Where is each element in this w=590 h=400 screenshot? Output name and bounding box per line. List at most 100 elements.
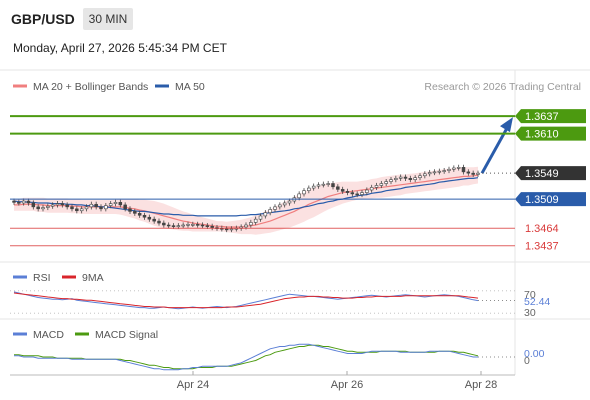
macd-tick-0: 0 [524, 355, 530, 367]
candle-body [60, 203, 65, 206]
candle-body [442, 170, 446, 172]
candle-body [456, 167, 461, 169]
projection-arrow-head [500, 117, 513, 133]
candle [17, 199, 21, 206]
candle [437, 168, 442, 175]
candle-body [379, 183, 384, 186]
candle-body [191, 224, 195, 226]
candle-body [297, 193, 301, 199]
candle-body [403, 176, 408, 179]
candle [186, 221, 190, 228]
candle [273, 204, 277, 213]
timeframe-button[interactable]: 30 MIN [83, 8, 133, 30]
candle [41, 204, 45, 212]
candle [340, 186, 345, 194]
candle [191, 221, 195, 227]
candle [394, 175, 398, 183]
candle-body [142, 214, 147, 218]
candle-body [79, 208, 84, 212]
legend-macd-signal-label: MACD Signal [95, 329, 158, 341]
resistance-2-tag [515, 109, 586, 124]
candle [452, 165, 456, 172]
candle-body [152, 218, 156, 222]
candle-body [253, 218, 258, 223]
candle-body [157, 220, 161, 224]
candle [427, 169, 432, 177]
candle-body [321, 183, 326, 186]
candle [113, 199, 118, 207]
candle-body [200, 224, 205, 227]
symbol-title: GBP/USD [11, 11, 75, 27]
candle-body [326, 183, 330, 185]
candle-body [99, 206, 103, 210]
candle-body [336, 186, 340, 190]
candle-body [331, 183, 335, 188]
candle-body [340, 189, 345, 192]
candle [278, 202, 282, 210]
legend-rsi-label: RSI [33, 272, 51, 284]
candle-body [113, 202, 118, 204]
candle-body [205, 225, 210, 227]
candle-body [447, 168, 451, 171]
candle-body [398, 176, 403, 179]
candle [210, 223, 214, 231]
candle-body [94, 203, 98, 208]
candle [128, 206, 132, 214]
candle [181, 222, 185, 229]
candle-body [166, 224, 171, 227]
rsi-tick-30: 30 [524, 307, 536, 319]
candle [466, 169, 471, 176]
candle-body [418, 175, 422, 179]
support-2-label: 1.3437 [525, 241, 559, 253]
candle [133, 208, 137, 216]
candle-body [224, 228, 229, 231]
legend-macd-label: MACD [33, 329, 64, 341]
candle [104, 202, 108, 212]
candle-body [31, 202, 36, 208]
legend-rsi-ma-label: 9MA [82, 272, 104, 284]
legend-ma20-label: MA 20 + Bollinger Bands [33, 81, 148, 93]
candle [118, 199, 123, 208]
datetime-label: Monday, April 27, 2026 5:45:34 PM CET [13, 41, 227, 55]
candle-body [118, 202, 123, 206]
candle-body [384, 181, 388, 184]
candle [355, 191, 359, 198]
candle-body [365, 189, 369, 193]
candle [282, 200, 287, 208]
candle-body [432, 171, 437, 174]
candle [331, 180, 335, 190]
macd-line [14, 343, 478, 371]
candle-body [268, 209, 272, 213]
candle-body [461, 167, 466, 173]
candle-body [389, 179, 393, 182]
candle-body [65, 204, 69, 208]
candle-body [36, 206, 40, 210]
candle-body [350, 192, 355, 195]
candle [423, 171, 427, 179]
candle-body [21, 200, 26, 204]
macd-signal-line [14, 344, 479, 370]
candle [253, 216, 258, 226]
rsi-line [13, 291, 479, 310]
candle-body [17, 202, 21, 204]
candle [21, 198, 26, 206]
candle [46, 203, 50, 211]
candle [70, 204, 74, 212]
candle [79, 206, 84, 214]
candle [84, 204, 89, 212]
candle [302, 188, 306, 197]
candle [108, 201, 113, 209]
rsi-tick-70: 70 [524, 289, 536, 301]
candle [418, 173, 422, 181]
candle [99, 204, 103, 212]
candle-body [307, 187, 311, 191]
candle [311, 183, 316, 191]
candle [147, 214, 152, 222]
candle-body [162, 222, 166, 226]
candle-body [41, 207, 45, 210]
candle-body [360, 192, 364, 195]
resistance-2-label: 1.3637 [525, 111, 559, 123]
candle-body [137, 213, 142, 216]
candle [31, 200, 36, 210]
candle-body [249, 222, 253, 226]
